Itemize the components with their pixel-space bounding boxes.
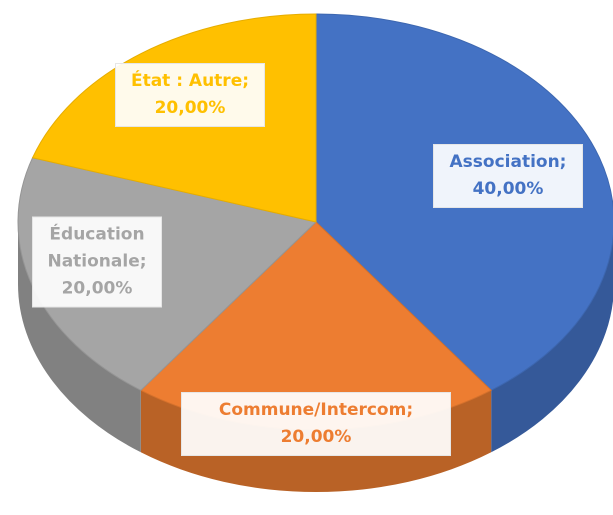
- label-category: Association;: [449, 152, 567, 172]
- data-label: État : Autre; 20,00%: [115, 63, 265, 127]
- label-category: Commune/Intercom;: [218, 400, 414, 420]
- label-category: Éducation Nationale;: [47, 224, 147, 272]
- slice-side: [18, 222, 141, 453]
- label-value: 20,00%: [280, 427, 352, 447]
- label-value: 20,00%: [61, 278, 133, 299]
- slice-side: [491, 238, 613, 453]
- data-label: Commune/Intercom; 20,00%: [181, 392, 451, 456]
- label-value: 40,00%: [472, 179, 544, 199]
- data-label: Association; 40,00%: [433, 144, 583, 208]
- label-value: 20,00%: [154, 98, 226, 118]
- data-label: Éducation Nationale; 20,00%: [32, 216, 162, 308]
- label-category: État : Autre;: [130, 71, 250, 91]
